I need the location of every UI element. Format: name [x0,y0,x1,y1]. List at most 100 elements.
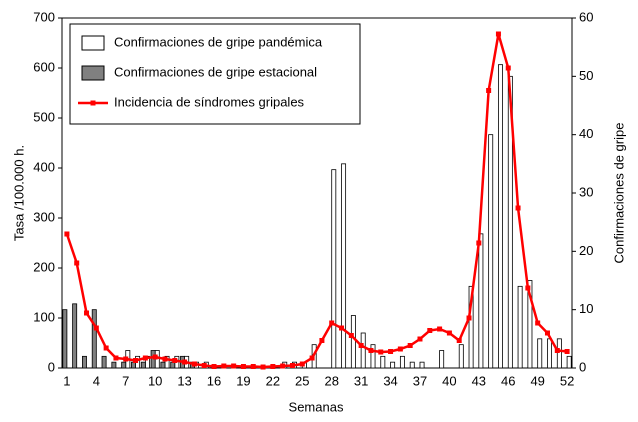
legend-swatch [90,100,96,106]
point [397,346,403,352]
bar [72,303,78,369]
x-tick-label: 34 [383,373,397,388]
y-tick-label: 600 [33,59,55,74]
point [260,364,266,370]
bar [341,163,347,369]
point [280,363,286,369]
point [93,325,99,331]
y2-tick-label: 60 [579,9,593,24]
x-tick-label: 22 [266,373,280,388]
x-tick-label: 1 [63,373,70,388]
y2-axis-title: Confirmaciones de gripe [611,123,626,264]
point [182,359,188,365]
point [339,325,345,331]
bar [160,361,166,369]
y2-tick-label: 20 [579,243,593,258]
y-tick-label: 100 [33,309,55,324]
y2-tick-label: 50 [579,68,593,83]
y-tick-label: 700 [33,9,55,24]
point [388,349,394,354]
point [476,240,482,246]
x-tick-label: 13 [177,373,191,388]
legend-swatch [81,35,105,51]
y-tick-label: 300 [33,209,55,224]
point [133,358,139,363]
bar [101,355,107,369]
x-tick-label: 4 [93,373,100,388]
x-tick-label: 37 [413,373,427,388]
legend-swatch [81,65,105,81]
bar [527,280,533,369]
point [289,363,295,368]
legend-label: Incidencia de síndromes gripales [114,94,305,109]
x-tick-label: 46 [501,373,515,388]
bar [498,64,503,369]
bar [62,309,68,369]
bar [439,350,445,369]
point [348,333,354,338]
legend-box [69,23,361,125]
point [240,364,246,369]
bar [537,338,543,369]
bar [399,355,405,369]
point [299,361,305,367]
point [486,88,492,93]
y-tick-label: 400 [33,159,55,174]
point [515,205,521,211]
bar [370,344,376,369]
point [152,354,158,360]
bar [517,285,523,369]
bar [111,361,117,369]
x-tick-label: 31 [354,373,368,388]
point [123,356,129,362]
point [466,315,472,321]
y2-tick-label: 30 [579,184,593,199]
y-tick-label: 500 [33,109,55,124]
point [456,338,462,343]
bar [380,355,386,369]
bar [140,361,146,369]
x-tick-label: 40 [442,373,456,388]
point [142,355,148,361]
point [544,330,550,336]
bar [131,361,136,369]
point [368,348,374,353]
point [231,363,237,369]
x-tick-label: 43 [472,373,486,388]
bar [478,233,484,369]
x-tick-label: 28 [324,373,338,388]
point [172,358,178,363]
point [221,363,227,369]
bar [468,285,474,369]
bar [82,355,87,369]
bar [390,361,396,369]
point [564,349,570,354]
x-tick-label: 19 [236,373,250,388]
point [407,343,413,348]
point [329,320,335,326]
bar [350,315,356,369]
point [427,328,433,333]
point [103,345,109,351]
point [495,31,501,37]
y-tick-label: 200 [33,259,55,274]
bar [170,361,176,369]
y2-tick-label: 0 [579,359,586,374]
point [113,355,119,361]
y2-tick-label: 40 [579,126,593,141]
bar [419,361,425,369]
x-axis-title: Semanas [289,399,344,414]
legend-label: Confirmaciones de gripe pandémica [114,34,323,49]
bar [409,361,415,369]
bar [507,75,513,369]
point [201,363,207,368]
x-tick-label: 25 [295,373,309,388]
bar [360,332,366,369]
x-tick-label: 16 [207,373,221,388]
y-axis-title: Tasa /100.000 h. [11,145,26,241]
x-tick-label: 52 [560,373,574,388]
point [309,355,315,361]
line [65,33,568,369]
point [270,364,276,369]
